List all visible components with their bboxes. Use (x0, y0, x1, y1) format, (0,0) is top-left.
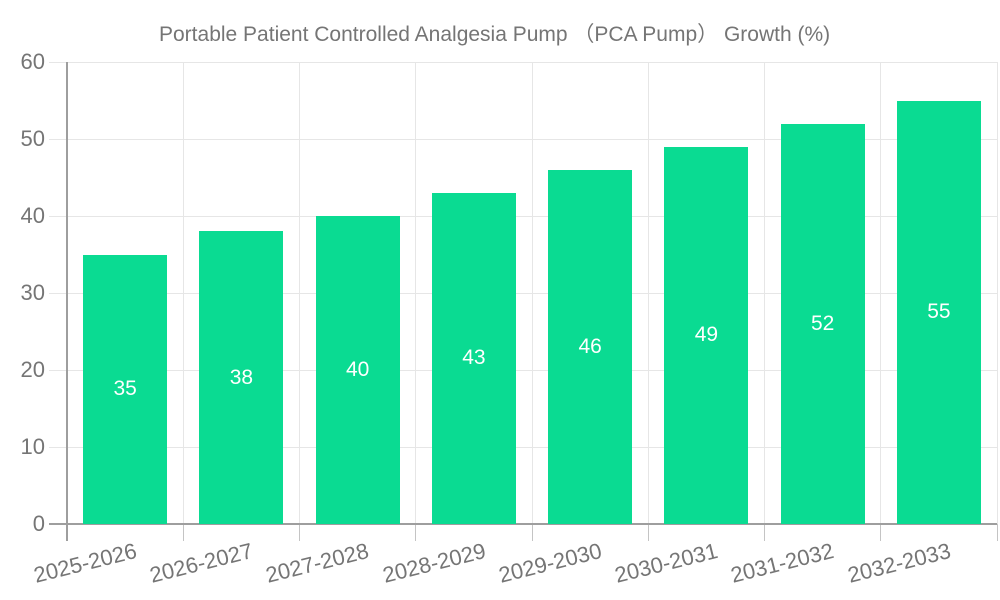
x-tick-label: 2026-2027 (147, 538, 256, 588)
x-axis-tick (299, 524, 300, 541)
x-axis-tick (647, 524, 649, 541)
x-axis-tick (996, 524, 998, 541)
x-tick-label: 2032-2033 (844, 538, 953, 588)
x-axis-tick (182, 524, 184, 541)
bar-value-label: 38 (229, 365, 254, 389)
legend-label: Portable Patient Controlled Analgesia Pu… (159, 23, 831, 46)
gridline-vertical (880, 62, 882, 524)
bar[interactable]: 46 (548, 169, 633, 524)
gridline-vertical (531, 62, 533, 524)
y-axis-line (66, 62, 68, 541)
gridline-vertical (182, 62, 184, 524)
gridline-vertical (996, 62, 998, 524)
bar-value-label: 46 (578, 334, 602, 358)
x-axis-tick (764, 524, 765, 541)
gridline-vertical (647, 62, 649, 524)
y-tick-label: 30 (20, 280, 45, 305)
bar[interactable]: 40 (315, 216, 400, 524)
x-axis-tick (531, 524, 533, 541)
bar-value-label: 55 (927, 300, 951, 324)
x-tick-label: 2025-2026 (31, 538, 140, 588)
y-tick-label: 50 (20, 126, 45, 151)
x-tick-label: 2027-2028 (263, 538, 372, 588)
x-axis-tick (880, 524, 882, 541)
bar-value-label: 40 (345, 358, 370, 381)
y-axis-tick (49, 138, 67, 140)
bar-value-label: 49 (694, 323, 719, 347)
x-tick-label: 2029-2030 (496, 538, 605, 588)
gridline-vertical (415, 62, 417, 524)
x-tick-label: 2031-2032 (728, 538, 837, 588)
bar-value-label: 43 (462, 346, 486, 370)
bar[interactable]: 49 (664, 146, 749, 524)
y-tick-label: 40 (20, 203, 45, 228)
gridline-vertical (299, 62, 300, 524)
y-tick-label: 0 (32, 511, 45, 536)
bar-value-label: 35 (113, 377, 137, 401)
bar[interactable]: 43 (431, 192, 516, 524)
legend-swatch[interactable] (67, 21, 147, 45)
bar[interactable]: 52 (780, 123, 865, 524)
y-tick-label: 60 (20, 49, 45, 74)
y-axis-tick (49, 292, 67, 294)
bar[interactable]: 35 (83, 254, 168, 524)
y-axis-tick (49, 215, 67, 217)
legend[interactable]: Portable Patient Controlled Analgesia Pu… (67, 18, 830, 48)
bar[interactable]: 55 (896, 100, 981, 524)
x-tick-label: 2030-2031 (612, 538, 721, 588)
y-axis-tick (49, 61, 67, 63)
bar[interactable]: 38 (199, 231, 284, 524)
y-axis-tick (49, 446, 67, 448)
gridline-vertical (764, 62, 765, 524)
bar-value-label: 52 (810, 311, 835, 335)
x-axis-line (49, 523, 997, 525)
y-tick-label: 20 (20, 357, 45, 382)
x-tick-label: 2028-2029 (379, 538, 488, 588)
x-axis-tick (415, 524, 417, 541)
y-tick-label: 10 (20, 434, 45, 459)
y-axis-tick (49, 369, 67, 371)
